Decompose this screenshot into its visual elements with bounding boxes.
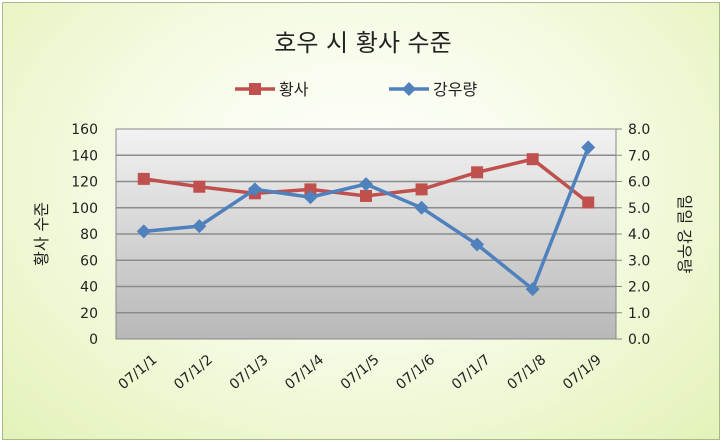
legend-marker — [402, 82, 416, 96]
y-tick-label: 60 — [80, 253, 98, 269]
y2-tick-label: 0.0 — [628, 332, 650, 348]
data-point — [415, 183, 428, 196]
data-point — [192, 219, 207, 234]
data-point — [582, 196, 595, 209]
y2-tick-label: 5.0 — [628, 201, 650, 217]
y2-tick-label: 7.0 — [628, 148, 650, 164]
data-point — [360, 189, 372, 202]
x-tick-label: 07/1/7 — [449, 352, 494, 393]
legend-marker — [249, 83, 261, 95]
x-tick-label: 07/1/3 — [227, 352, 272, 393]
data-point — [525, 282, 540, 297]
data-point — [247, 182, 262, 197]
x-tick-label: 07/1/6 — [393, 352, 438, 393]
y-tick-label: 0 — [89, 332, 98, 348]
data-point — [414, 200, 429, 215]
data-point — [526, 153, 539, 166]
y-tick-label: 20 — [80, 306, 98, 322]
y2-tick-label: 4.0 — [628, 227, 650, 243]
y-axis-label: 황사 수준 — [32, 202, 51, 266]
x-tick-label: 07/1/8 — [504, 352, 549, 393]
y2-tick-label: 1.0 — [628, 306, 650, 322]
legend: 황사 강우량 — [235, 80, 477, 99]
data-point — [359, 177, 373, 192]
y2-tick-label: 8.0 — [628, 122, 650, 138]
y-tick-label: 140 — [71, 148, 98, 164]
x-tick-label: 07/1/1 — [116, 352, 161, 393]
x-tick-label: 07/1/5 — [338, 352, 383, 393]
data-point — [304, 183, 317, 196]
data-point — [303, 190, 318, 205]
y-tick-label: 100 — [71, 201, 98, 217]
chart-svg: 호우 시 황사 수준 황사 강우량 0 0.0 20 1.0 40 2.0 60 3.0 80 4.… — [32, 29, 694, 393]
y2-tick-label: 2.0 — [628, 280, 650, 296]
data-point — [581, 140, 596, 155]
legend-label: 강우량 — [433, 80, 477, 99]
data-point — [193, 180, 206, 193]
y2-tick-label: 6.0 — [628, 175, 650, 191]
y2-tick-label: 3.0 — [628, 253, 650, 269]
y2-axis-label: 일일 강우량 — [675, 195, 694, 274]
y-tick-label: 120 — [71, 175, 98, 191]
data-point — [137, 172, 150, 185]
y-tick-label: 80 — [80, 227, 98, 243]
data-point — [471, 166, 484, 179]
data-point — [470, 237, 485, 252]
data-point — [136, 224, 151, 239]
x-tick-label: 07/1/9 — [560, 352, 605, 393]
chart-title: 호우 시 황사 수준 — [274, 29, 451, 57]
x-tick-label: 07/1/4 — [282, 352, 327, 393]
y-tick-label: 160 — [71, 122, 98, 138]
legend-label: 황사 — [279, 80, 309, 99]
x-tick-label: 07/1/2 — [171, 352, 216, 393]
y-tick-label: 40 — [80, 280, 98, 296]
